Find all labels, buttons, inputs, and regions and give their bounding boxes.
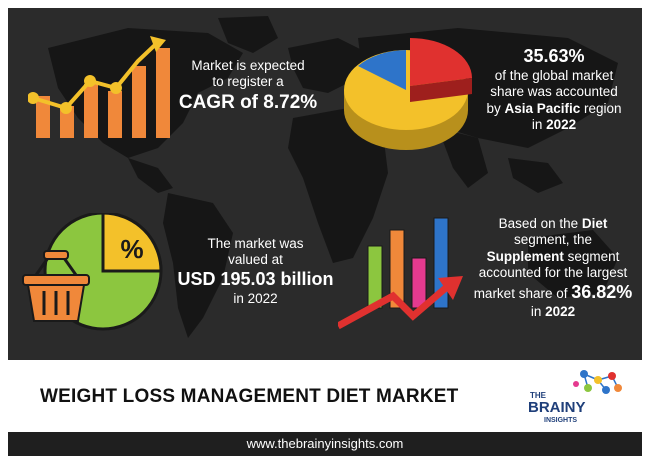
- segment-line3-suffix: segment: [567, 248, 620, 264]
- segment-line4: accounted for the largest: [478, 265, 628, 281]
- asia-line1: of the global market: [494, 67, 614, 83]
- cagr-value: CAGR of 8.72%: [178, 91, 318, 113]
- segment-line5: market share of 36.82%: [463, 282, 642, 304]
- market-line1: The market was: [207, 236, 304, 251]
- segment-year: 2022: [545, 303, 576, 319]
- segment-line1: Based on the Diet: [463, 216, 642, 232]
- pie-chart-icon: [344, 38, 472, 150]
- logo-insights: INSIGHTS: [544, 417, 577, 424]
- segment-line2: segment, the: [513, 232, 593, 248]
- segment-supplement: Supplement: [486, 248, 564, 264]
- cagr-line2: to register a: [212, 74, 284, 90]
- market-value: USD 195.03 billion: [177, 268, 334, 289]
- segment-bars-icon: [338, 217, 463, 330]
- cagr-stat: Market is expected to register a CAGR of…: [168, 58, 328, 114]
- market-line3: in 2022: [233, 290, 278, 306]
- brainy-insights-logo: THE BRAINY INSIGHTS: [528, 370, 622, 424]
- asia-line3: by Asia Pacific region: [470, 101, 638, 117]
- title-band: [8, 360, 642, 432]
- asia-stat: 35.63% of the global market share was ac…: [470, 46, 638, 134]
- asia-line4: in 2022: [470, 117, 638, 133]
- asia-year: 2022: [546, 117, 577, 133]
- website-link[interactable]: www.thebrainyinsights.com: [246, 436, 404, 451]
- website-bar: www.thebrainyinsights.com: [8, 432, 642, 456]
- asia-value: 35.63%: [523, 46, 585, 66]
- cagr-line1: Market is expected: [191, 58, 305, 73]
- logo-the: THE: [530, 391, 547, 400]
- segment-line5-prefix: market share of: [473, 285, 568, 301]
- percent-basket-icon: %: [22, 213, 163, 331]
- page-title: WEIGHT LOSS MANAGEMENT DIET MARKET: [40, 386, 459, 407]
- segment-diet: Diet: [581, 216, 608, 231]
- segment-line3: Supplement segment: [463, 249, 642, 265]
- dark-panel: Market is expected to register a CAGR of…: [8, 8, 642, 360]
- percent-symbol: %: [120, 234, 143, 264]
- asia-region: Asia Pacific: [504, 100, 581, 116]
- logo-brainy: BRAINY: [528, 399, 586, 416]
- asia-line2: share was accounted: [490, 84, 618, 100]
- segment-stat: Based on the Diet segment, the Supplemen…: [463, 216, 642, 320]
- asia-line3-prefix: by: [486, 100, 501, 116]
- segment-share-value: 36.82%: [571, 281, 633, 302]
- asia-line4-prefix: in: [531, 117, 543, 133]
- segment-line6-prefix: in: [530, 303, 542, 319]
- segment-line6: in 2022: [463, 304, 642, 320]
- segment-line1-prefix: Based on the: [498, 216, 579, 231]
- market-line2: valued at: [228, 252, 283, 268]
- brain-network-icon: [573, 370, 622, 394]
- asia-line3-suffix: region: [584, 100, 622, 116]
- market-value-stat: The market was valued at USD 195.03 bill…: [168, 236, 343, 307]
- growth-chart-icon: [28, 36, 170, 138]
